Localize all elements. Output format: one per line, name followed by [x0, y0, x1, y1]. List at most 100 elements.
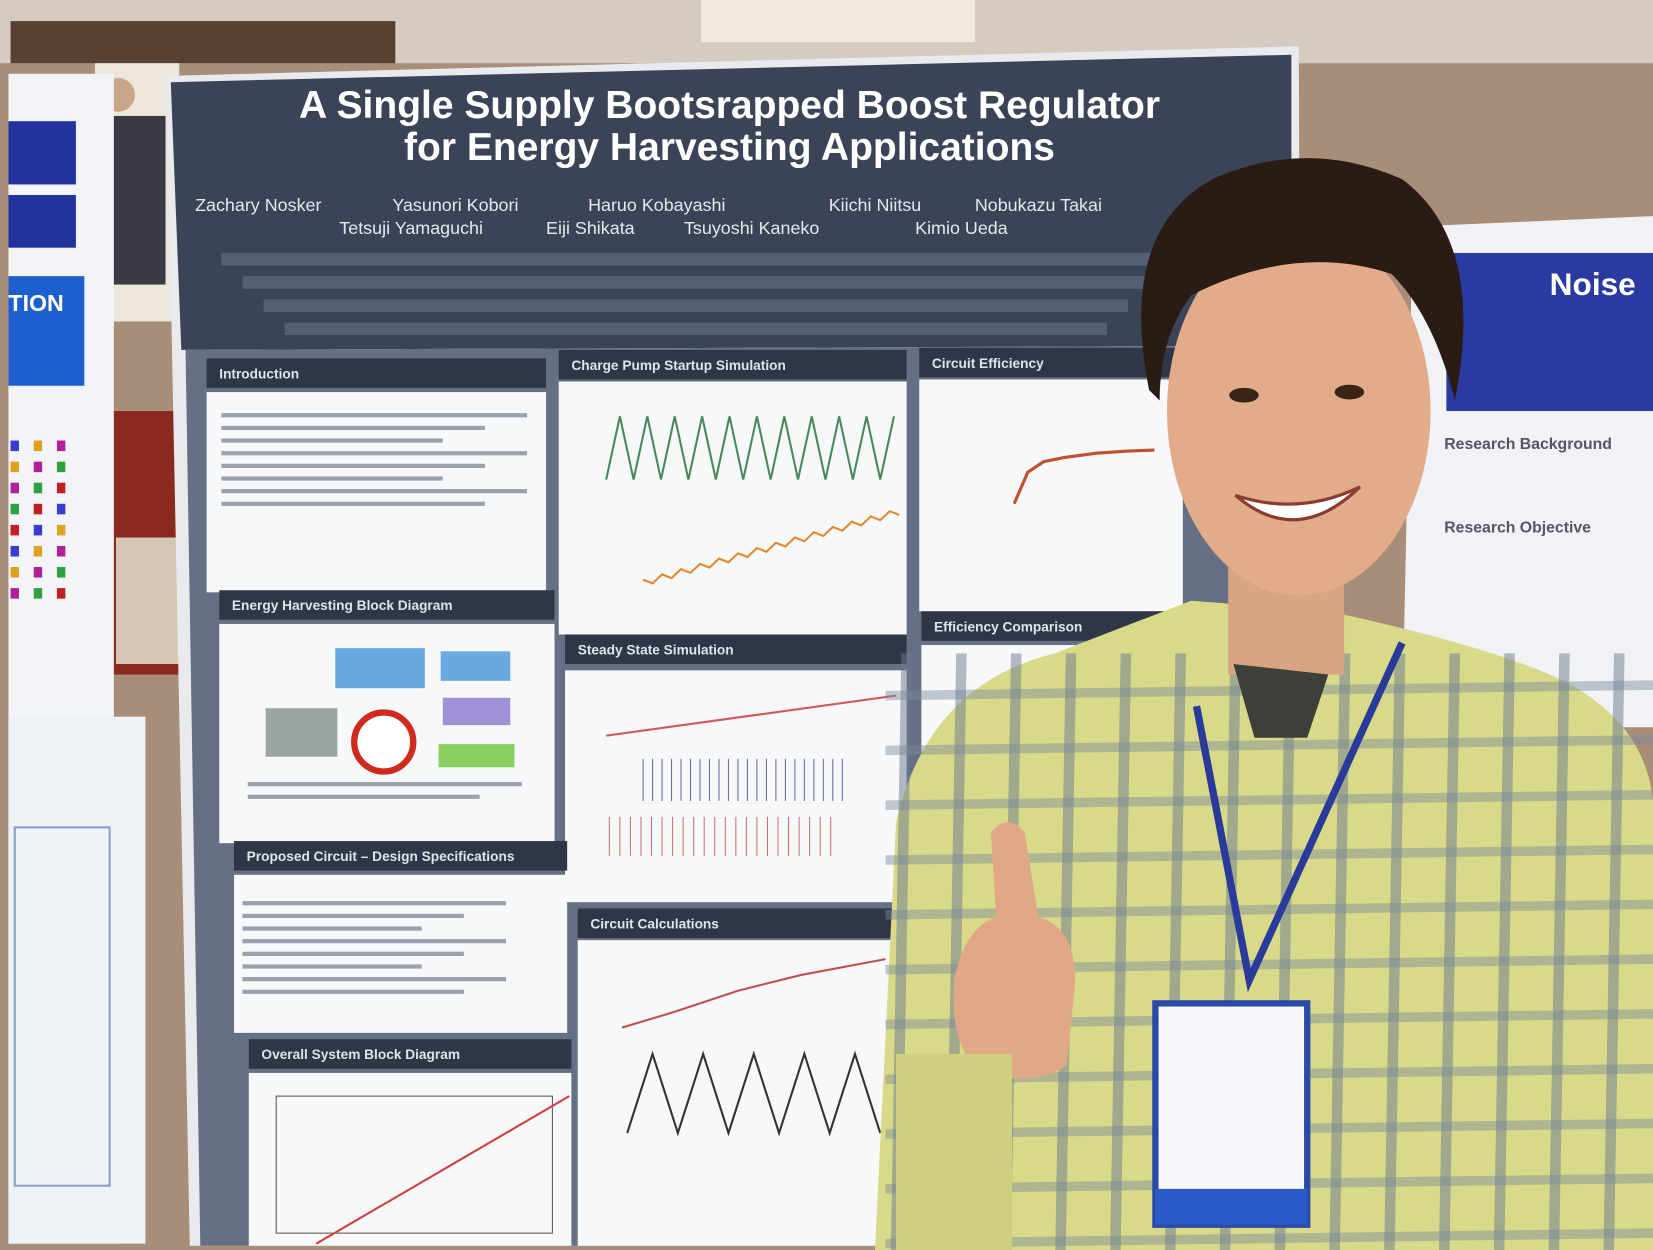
text-line	[242, 977, 507, 982]
text-line	[242, 901, 507, 906]
block	[265, 708, 338, 757]
plaid-h	[885, 789, 1653, 810]
plaid-h	[885, 735, 1653, 756]
text-line	[242, 989, 464, 994]
plot-trace	[642, 509, 900, 585]
plot-trace	[605, 416, 895, 480]
section-title: Overall System Block Diagram	[261, 1047, 460, 1062]
lanyard	[1192, 641, 1406, 993]
right-section: Research Background	[1444, 436, 1612, 453]
section-title: Efficiency Comparison	[934, 619, 1082, 634]
text-line	[221, 489, 528, 494]
left-dot	[56, 482, 66, 494]
left-poster-b	[8, 716, 146, 1244]
calc-trace	[621, 958, 886, 1029]
text-line	[221, 425, 485, 431]
section-bar	[206, 358, 547, 388]
plaid-v	[1110, 653, 1132, 1250]
plaid-v	[1548, 653, 1570, 1250]
affiliation-line	[242, 276, 1150, 289]
left-dot	[56, 545, 66, 557]
left-dot	[10, 440, 19, 452]
circuit	[275, 1095, 553, 1234]
poster-title: A Single Supply Bootsrapped Boost Regula…	[299, 84, 1160, 127]
left-dot	[33, 567, 43, 578]
left-dot	[33, 503, 43, 515]
text-line	[247, 794, 480, 799]
plaid-v	[1329, 653, 1351, 1250]
left-dot	[56, 588, 66, 599]
section-title: Charge Pump Startup Simulation	[571, 358, 785, 373]
section-title: Proposed Circuit – Design Specifications	[247, 849, 515, 864]
left-blue-heading	[8, 276, 85, 386]
left-dot	[33, 461, 43, 473]
poster-author: Nobukazu Takai	[975, 195, 1102, 215]
right-title: Noise	[1550, 266, 1636, 302]
poster-title: for Energy Harvesting Applications	[404, 126, 1055, 169]
section-title: Circuit Efficiency	[932, 356, 1044, 371]
poster-panel	[558, 381, 907, 635]
poster-author: Yasunori Kobori	[392, 195, 518, 215]
left-dot	[10, 524, 19, 536]
left-blue-block	[8, 121, 76, 185]
section-title: Introduction	[219, 366, 299, 381]
badge-footer	[1155, 1188, 1308, 1225]
left-dot	[10, 545, 19, 557]
plaid-h	[885, 1228, 1653, 1249]
block	[335, 648, 425, 689]
poster-panel	[919, 379, 1183, 612]
text-line	[247, 782, 522, 787]
left-dot	[56, 524, 66, 536]
section-bar	[565, 634, 907, 664]
text-line	[221, 413, 528, 418]
left-dot	[56, 567, 66, 578]
poster-panel	[248, 1072, 572, 1246]
text-line	[242, 939, 507, 944]
left-dot	[33, 482, 43, 494]
poster-author: Haruo Kobayashi	[588, 195, 725, 215]
section-bar	[248, 1039, 572, 1069]
text-line	[221, 451, 528, 456]
efficiency-curve	[1012, 448, 1155, 505]
poster-author: Tetsuji Yamaguchi	[339, 218, 483, 238]
steady-trace	[606, 694, 897, 737]
top-lamp	[701, 0, 976, 43]
plaid-v	[1493, 653, 1515, 1250]
block	[442, 697, 511, 726]
block	[440, 651, 511, 681]
eye	[1229, 387, 1259, 403]
eye	[1334, 384, 1365, 400]
section-bar	[219, 590, 555, 620]
left-dot	[10, 482, 19, 494]
text-line	[221, 501, 485, 506]
right-section: Research Objective	[1444, 519, 1591, 536]
face	[1167, 226, 1431, 596]
hair	[1141, 158, 1464, 401]
text-line	[242, 951, 464, 956]
poster-author: Kiichi Niitsu	[829, 195, 922, 215]
block	[438, 744, 515, 768]
left-dot	[10, 588, 19, 599]
circuit-wire	[315, 1095, 570, 1245]
text-line	[242, 926, 422, 931]
section-bar	[234, 841, 568, 871]
text-line	[221, 463, 485, 468]
section-bar	[558, 349, 907, 380]
section-bar	[577, 908, 909, 939]
smile	[1234, 485, 1362, 522]
left-blue-block	[8, 194, 76, 248]
poster-author: Tsuyoshi Kaneko	[684, 218, 819, 238]
poster-panel	[565, 670, 907, 903]
left-dot	[33, 524, 43, 536]
left-dot	[10, 503, 19, 515]
section-bar	[919, 347, 1183, 378]
left-dot	[33, 545, 43, 557]
no-battery	[351, 709, 417, 775]
left-dot	[56, 461, 66, 473]
plaid-v	[1384, 653, 1406, 1250]
text-line	[242, 913, 464, 919]
left-dot	[33, 440, 43, 452]
plaid-v	[1438, 653, 1461, 1250]
